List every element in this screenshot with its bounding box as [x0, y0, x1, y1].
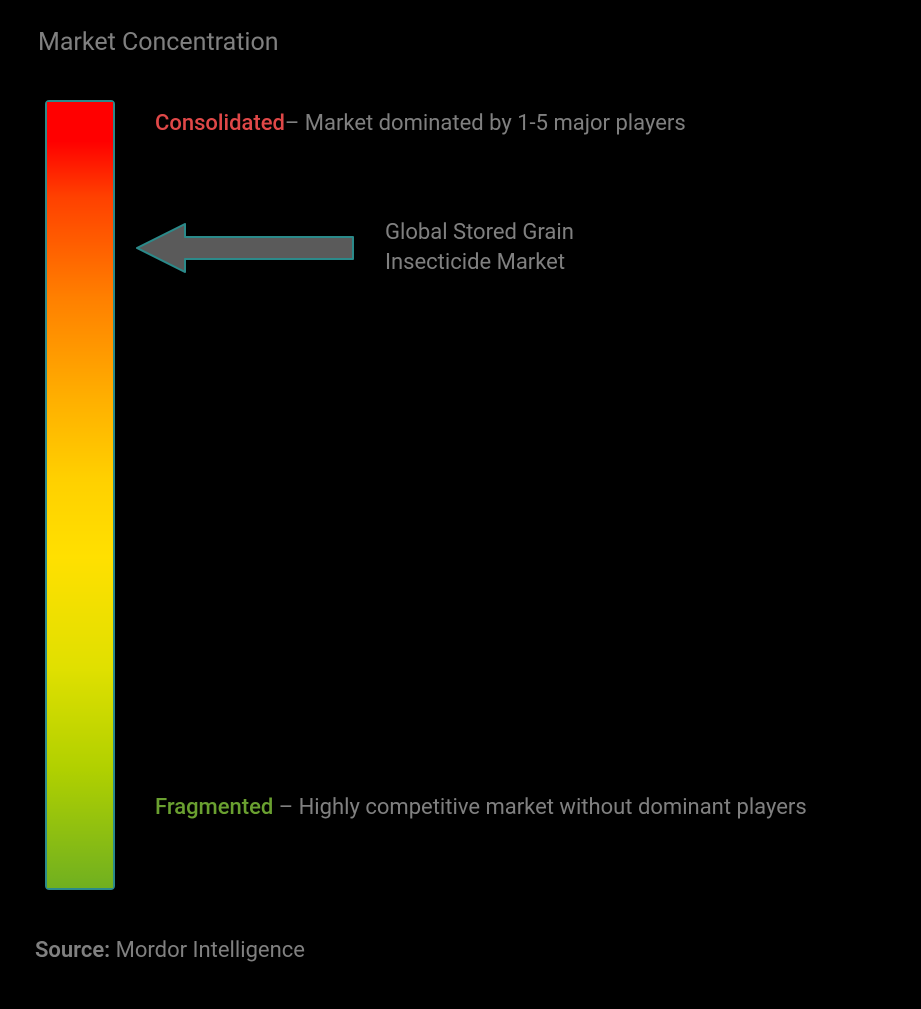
page-title: Market Concentration [38, 28, 881, 57]
fragmented-label: Fragmented [155, 795, 273, 820]
consolidated-label: Consolidated [155, 111, 285, 136]
gradient-fill [47, 102, 113, 888]
source-attribution: Source: Mordor Intelligence [35, 938, 305, 963]
consolidated-description: – Market dominated by 1-5 major players [285, 111, 686, 136]
consolidated-row: Consolidated– Market dominated by 1-5 ma… [155, 108, 881, 140]
market-pointer: Global Stored Grain Insecticide Market [135, 218, 574, 277]
source-prefix: Source: [35, 938, 116, 963]
market-name-line2: Insecticide Market [385, 250, 565, 275]
market-name-line1: Global Stored Grain [385, 220, 574, 245]
market-name-label: Global Stored Grain Insecticide Market [385, 218, 574, 277]
concentration-gradient-bar [45, 100, 115, 890]
infographic-container: Market Concentration Consolidated– Marke… [0, 0, 921, 1009]
source-value: Mordor Intelligence [116, 938, 305, 963]
fragmented-row: Fragmented – Highly competitive market w… [155, 788, 881, 828]
fragmented-description: – Highly competitive market without domi… [273, 795, 806, 820]
arrow-left-icon [135, 220, 355, 276]
